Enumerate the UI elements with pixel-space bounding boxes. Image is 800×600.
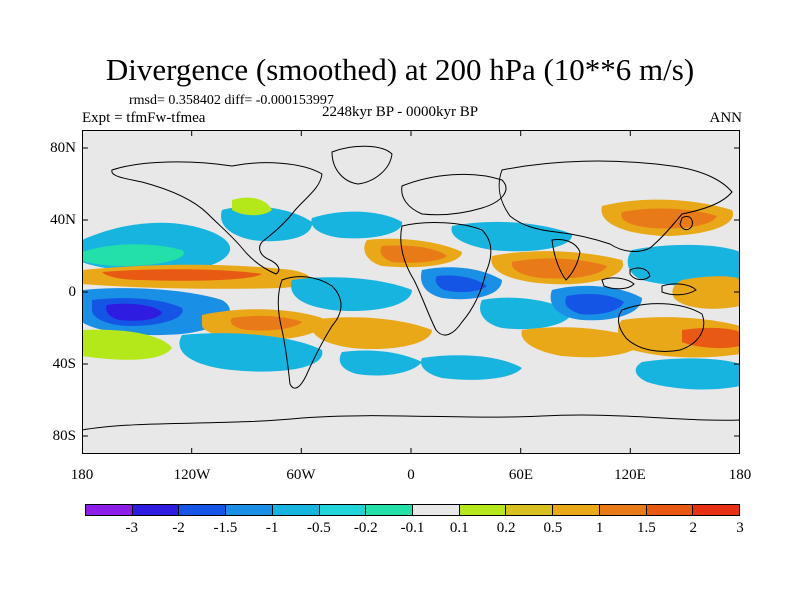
colorbar-swatch — [179, 505, 227, 515]
coastline-australia — [618, 303, 705, 352]
y-tick-label: 80N — [50, 140, 76, 156]
colorbar-swatch — [226, 505, 273, 515]
x-tick-label: 180 — [728, 467, 752, 483]
coastline-asia — [498, 160, 733, 252]
x-tick-label: 60E — [508, 467, 534, 483]
period-label: 2248kyr BP - 0000kyr BP — [322, 104, 479, 120]
field-blob — [521, 327, 642, 358]
field-blob — [311, 211, 403, 239]
field-blob — [627, 244, 740, 286]
colorbar-label: -0.1 — [400, 520, 425, 536]
y-tick-label: 40S — [52, 356, 76, 372]
field-blob — [82, 244, 184, 266]
coastline-indonesia — [601, 277, 635, 290]
colorbar-swatch — [366, 505, 414, 515]
coastlines — [82, 145, 740, 454]
colorbar-swatch — [506, 505, 554, 515]
field-blob — [635, 358, 740, 390]
x-tick-label: 60W — [286, 467, 316, 483]
colorbar — [85, 504, 740, 516]
field-blob — [106, 303, 162, 321]
colorbar-label: -3 — [125, 520, 139, 536]
colorbar-label: 2 — [689, 520, 697, 536]
season-label: ANN — [709, 110, 743, 126]
colorbar-label: 0.2 — [496, 520, 516, 536]
field-blob — [435, 275, 487, 293]
field-blob — [380, 245, 447, 263]
x-tick-label: 180 — [70, 467, 94, 483]
coastline-borneo — [629, 267, 651, 281]
coastline-south-america — [277, 276, 342, 389]
colorbar-swatch — [86, 505, 133, 515]
field-blob — [682, 327, 740, 349]
field-blob — [339, 350, 422, 376]
field-blob — [291, 277, 412, 312]
colorbar-label: 3 — [736, 520, 744, 536]
field-blob — [311, 317, 432, 350]
field-blob — [102, 269, 262, 281]
map-frame — [82, 130, 740, 454]
coastline-europe — [401, 173, 507, 216]
coastline-japan — [679, 215, 693, 231]
coastline-greenland — [331, 145, 393, 185]
x-tick-label: 120E — [614, 467, 646, 483]
divergence-map — [82, 130, 740, 454]
coastline-india — [551, 239, 581, 281]
stats-text: rmsd= 0.358402 diff= -0.000153997 — [129, 93, 334, 108]
x-tick-label: 120W — [173, 467, 211, 483]
field-blob — [480, 297, 572, 330]
colorbar-swatch — [132, 505, 180, 515]
field-blob — [82, 329, 172, 360]
coastline-africa — [400, 222, 492, 336]
colorbar-label: -1.5 — [213, 520, 238, 536]
coastline-antarctica — [82, 414, 740, 454]
colorbar-label: 1.5 — [637, 520, 656, 536]
experiment-label: Expt = tfmFw-tfmea — [82, 110, 206, 126]
coastline-north-america — [111, 161, 323, 275]
field-blob — [420, 355, 522, 380]
field-blob — [221, 206, 313, 242]
field-blob — [230, 315, 302, 331]
colorbar-swatch — [272, 505, 320, 515]
y-tick-label: 0 — [68, 284, 77, 300]
x-tick-label: 0 — [407, 467, 415, 483]
y-tick-label: 40N — [50, 212, 76, 228]
colorbar-swatch — [646, 505, 694, 515]
colorbar-label: 1 — [595, 520, 604, 536]
colorbar-swatch — [319, 505, 367, 515]
colorbar-swatch — [553, 505, 600, 515]
colorbar-swatch — [413, 505, 460, 515]
colorbar-swatch — [693, 505, 740, 515]
y-tick-label: 80S — [52, 428, 76, 444]
field-blob — [565, 294, 624, 315]
field-blob — [451, 221, 573, 252]
colorbar-label: 0.5 — [543, 520, 563, 536]
colorbar-label: -2 — [172, 520, 185, 536]
divergence-field — [82, 197, 740, 390]
colorbar-label: -0.2 — [353, 520, 378, 536]
field-blob — [179, 333, 323, 372]
plot-title: Divergence (smoothed) at 200 hPa (10**6 … — [105, 52, 695, 87]
field-blob — [232, 197, 272, 216]
field-blob — [621, 208, 717, 229]
coastline-new-guinea — [661, 283, 697, 296]
colorbar-label: 0.1 — [449, 520, 469, 536]
field-blob — [672, 276, 740, 309]
colorbar-label: -1 — [265, 520, 279, 536]
colorbar-swatch — [459, 505, 507, 515]
colorbar-swatch — [599, 505, 647, 515]
colorbar-label: -0.5 — [307, 520, 331, 536]
